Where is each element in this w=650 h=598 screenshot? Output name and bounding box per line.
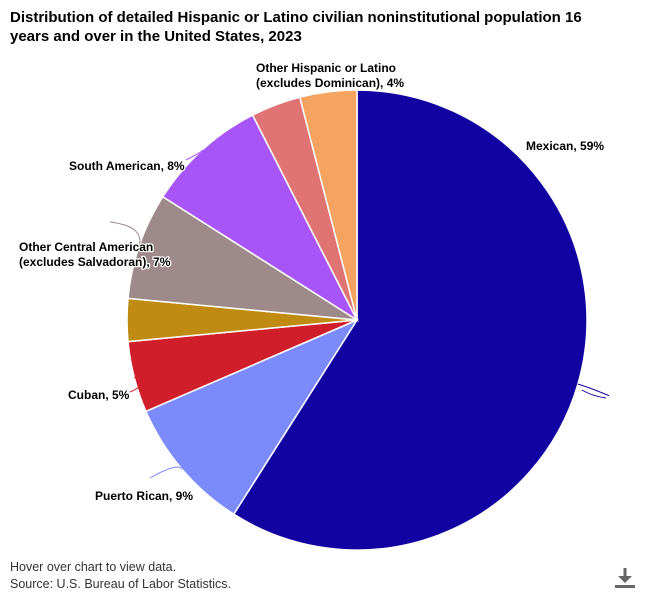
pie-slice-label: Puerto Rican, 9% — [95, 489, 193, 503]
pie-slice-label: South American, 8% — [69, 159, 185, 173]
pie-slice[interactable] — [298, 89, 358, 321]
chart-title: Distribution of detailed Hispanic or Lat… — [10, 8, 610, 46]
pie-leader-line — [109, 221, 141, 246]
pie-leader-line — [129, 376, 141, 393]
pie-slice[interactable] — [127, 195, 358, 321]
pie-leader-line — [577, 383, 610, 397]
pie-slice-label-line: Puerto Rican, 9% — [95, 489, 193, 503]
pie-slice-label: Cuban, 5% — [68, 388, 130, 402]
pie-slice-label-line: South American, 8% — [69, 159, 185, 173]
download-icon — [615, 568, 635, 588]
chart-title-line: years and over in the United States, 202… — [10, 28, 302, 45]
source-note: Source: U.S. Bureau of Labor Statistics. — [10, 577, 231, 591]
pie-slice-label-line: (excludes Salvadoran), 7% — [19, 255, 171, 269]
pie-leader-line — [149, 466, 183, 479]
pie-slice-label-line: Cuban, 5% — [68, 388, 130, 402]
hover-note: Hover over chart to view data. — [10, 560, 177, 574]
download-button[interactable] — [610, 565, 640, 593]
pie-chart[interactable]: Mexican, 59% Puerto Rican, 9% Cuban, 5% Oth… — [0, 0, 650, 555]
pie-slice-label-line: Other Hispanic or Latino — [256, 61, 396, 75]
pie-slice-label: Other Central American (excludes Salvador… — [19, 240, 171, 269]
pie-leader-line — [185, 149, 203, 161]
pie-leader-line — [581, 389, 607, 399]
pie-slice-label-line: Other Central American — [19, 240, 153, 254]
pie-slice-label-line: (excludes Dominican), 4% — [256, 76, 404, 90]
pie-slice-label: Mexican, 59% — [526, 139, 604, 153]
pie-slice-label-line: Mexican, 59% — [526, 139, 604, 153]
chart-footer: Hover over chart to view data. Source: U… — [10, 559, 231, 593]
chart-title-line: Distribution of detailed Hispanic or Lat… — [10, 9, 582, 26]
pie-slice-label: Other Hispanic or Latino (excludes Domini… — [256, 61, 404, 90]
